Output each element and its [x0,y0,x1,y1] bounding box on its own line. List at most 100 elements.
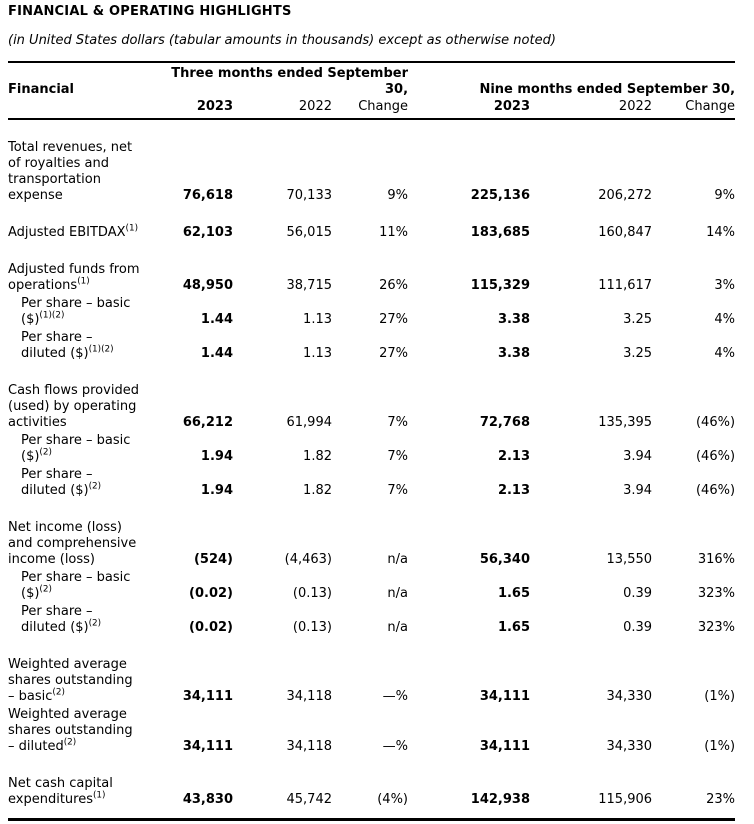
value-cell: (4,463) [284,552,332,567]
value-cell: 7% [387,483,409,498]
row-label-cell: Net cash capital expenditures(1) [8,756,163,820]
header-spacer [8,98,163,119]
table-row: Weighted average shares outstanding – di… [8,706,735,756]
value-cell: —% [382,689,409,704]
row-label-sup: (2) [88,481,102,492]
value-cell: 225,136 [470,188,531,203]
value-cell: 56,340 [479,552,531,567]
value-cell: 38,715 [286,278,333,293]
row-header-financial: Financial [8,82,75,97]
value-cell: 115,329 [470,278,531,293]
table-row: Per share – basic ($)(2) 1.94 1.82 7% 2.… [8,432,735,466]
value-cell: 11% [379,225,409,240]
row-label: Net income (loss) and comprehensive inco… [8,520,137,567]
header-group-row: Financial Three months ended September 3… [8,62,735,98]
row-label: Per share – diluted ($) [21,467,93,498]
row-label: Net cash capital expenditures [8,776,113,807]
row-label-sup: (2) [39,447,52,458]
table-row: Per share – diluted ($)(2) 1.94 1.82 7% … [8,466,735,500]
value-cell: —% [382,739,409,754]
header-year-row: 2023 2022 Change 2023 2022 Change [8,98,735,119]
value-cell: 1.82 [303,483,332,498]
value-cell: 14% [706,225,736,240]
row-label: Total revenues, net of royalties and tra… [8,140,133,203]
row-label: Per share – diluted ($) [21,330,93,361]
value-cell: 3.94 [623,449,653,464]
row-label-sup: (2) [39,584,52,595]
row-label: Weighted average shares outstanding – di… [8,707,133,754]
value-cell: 4% [714,312,736,327]
table-row: Cash flows provided (used) by operating … [8,363,735,432]
value-cell: 1.65 [497,586,531,601]
table-row: Per share – diluted ($)(1)(2) 1.44 1.13 … [8,329,735,363]
value-cell: 23% [706,792,736,807]
value-cell: 323% [697,586,736,601]
value-cell: (0.13) [292,620,332,635]
row-label-cell: Per share – basic ($)(1)(2) [8,295,163,329]
value-cell: 48,950 [182,278,233,293]
value-cell: 9% [387,188,409,203]
value-cell: 1.82 [303,449,332,464]
value-cell: 115,906 [598,792,653,807]
value-cell: 43,830 [182,792,233,807]
value-cell: 34,330 [606,739,653,754]
value-cell: 62,103 [182,225,233,240]
financial-table: Financial Three months ended September 3… [8,61,736,821]
value-cell: 2.13 [497,483,531,498]
row-label-sup: (1)(2) [88,344,114,355]
value-cell: 70,133 [286,188,333,203]
row-label-cell: Adjusted funds from operations(1) [8,242,163,295]
value-cell: 316% [697,552,736,567]
value-cell: 1.13 [303,346,332,361]
value-cell: (46%) [695,449,736,464]
value-cell: 76,618 [182,188,233,203]
value-cell: 1.94 [200,483,233,498]
table-header: Financial Three months ended September 3… [8,62,736,119]
value-cell: 26% [379,278,409,293]
value-cell: (1%) [704,689,736,704]
value-cell: 34,111 [182,739,233,754]
row-label-cell: Net income (loss) and comprehensive inco… [8,500,163,569]
value-cell: 0.39 [623,620,653,635]
value-cell: 7% [387,415,409,430]
value-cell: 34,111 [479,739,531,754]
table-row: Per share – basic ($)(1)(2) 1.44 1.13 27… [8,295,735,329]
value-cell: (0.13) [292,586,332,601]
row-label: Per share – basic ($) [21,433,131,464]
row-label-cell: Per share – diluted ($)(2) [8,603,163,637]
value-cell: 1.13 [303,312,332,327]
table-row: Weighted average shares outstanding – ba… [8,637,735,706]
row-label-sup: (2) [88,618,102,629]
value-cell: 3.38 [497,312,531,327]
col-header-change-three-months: Change [358,99,409,114]
value-cell: 3.38 [497,346,531,361]
value-cell: 142,938 [470,792,531,807]
page-title: FINANCIAL & OPERATING HIGHLIGHTS [8,4,292,19]
col-group-nine-months: Nine months ended September 30, [479,82,736,97]
row-label-cell: Cash flows provided (used) by operating … [8,363,163,432]
table-row: Total revenues, net of royalties and tra… [8,119,735,205]
value-cell: 2.13 [497,449,531,464]
value-cell: (4%) [377,792,409,807]
row-label-sup: (2) [52,687,65,698]
value-cell: 183,685 [470,225,531,240]
row-label-cell: Per share – diluted ($)(2) [8,466,163,500]
row-label-cell: Weighted average shares outstanding – ba… [8,637,163,706]
row-label-sup: (1)(2) [39,310,65,321]
row-label: Adjusted EBITDAX [8,225,126,240]
row-label-cell: Per share – diluted ($)(1)(2) [8,329,163,363]
table-body: Total revenues, net of royalties and tra… [8,119,735,820]
col-header-2023-three-months: 2023 [196,99,233,114]
row-label: Per share – basic ($) [21,570,131,601]
table-row: Per share – diluted ($)(2) (0.02) (0.13)… [8,603,735,637]
value-cell: 3% [714,278,736,293]
row-label: Weighted average shares outstanding – ba… [8,657,133,704]
row-label-cell: Per share – basic ($)(2) [8,569,163,603]
value-cell: (1%) [704,739,736,754]
value-cell: 27% [379,346,409,361]
value-cell: 34,118 [286,689,333,704]
value-cell: 1.44 [200,312,233,327]
row-label: Per share – diluted ($) [21,604,93,635]
value-cell: 34,118 [286,739,333,754]
